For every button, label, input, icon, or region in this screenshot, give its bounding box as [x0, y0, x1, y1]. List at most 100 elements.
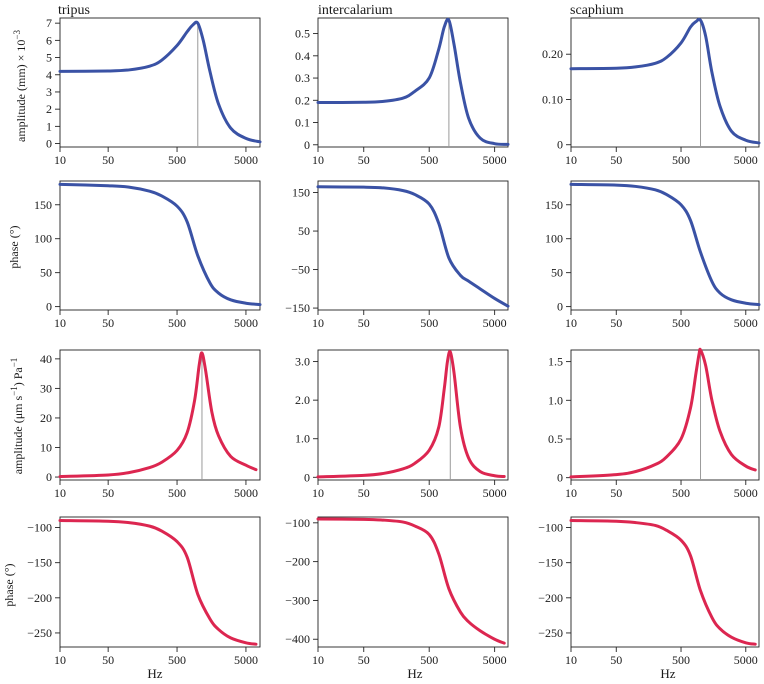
x-tick-label: 50 — [102, 486, 114, 500]
x-tick-label: 5000 — [483, 153, 507, 167]
y-tick-label: 20 — [40, 411, 52, 425]
x-tick-label: 500 — [168, 486, 186, 500]
plot-frame — [570, 349, 760, 481]
x-tick-label: 50 — [610, 653, 622, 667]
series-curve — [316, 185, 510, 308]
x-tick-label: 50 — [102, 653, 114, 667]
panel-r3c2: 10 50 500 5000 −250 −200 −150 −100 — [538, 516, 760, 667]
series-curve — [569, 519, 757, 646]
y-tick-label: 0.20 — [542, 47, 563, 61]
y-tick-label: −200 — [285, 555, 310, 569]
panel-r2c2: 10 50 500 5000 0 0.5 1.0 1.5 — [548, 347, 760, 500]
plot-frame — [570, 180, 760, 311]
x-tick-label: 5000 — [234, 486, 258, 500]
plot-frame — [317, 516, 509, 648]
y-tick-label: 1.0 — [548, 393, 563, 407]
x-tick-label: 5000 — [483, 486, 507, 500]
x-tick-label: 5000 — [734, 153, 758, 167]
plot-frame — [317, 17, 509, 148]
row-ylabel-phase-1: phase (°) — [7, 225, 21, 268]
y-tick-label: 30 — [40, 381, 52, 395]
y-tick-label: 150 — [34, 198, 52, 212]
y-tick-label: 0 — [304, 470, 310, 484]
x-tick-label: 10 — [312, 316, 324, 330]
y-tick-label: 2.0 — [295, 393, 310, 407]
panel-r1c1: 10 50 500 5000 −150 −50 50 150 — [285, 180, 510, 330]
y-tick-label: 150 — [292, 186, 310, 200]
y-tick-label: −150 — [285, 301, 310, 315]
xlabel-col-3: Hz — [660, 666, 675, 681]
panel-r2c1: 10 50 500 5000 0 1.0 2.0 3.0 — [295, 349, 509, 500]
x-tick-label: 10 — [54, 486, 66, 500]
x-tick-label: 5000 — [734, 486, 758, 500]
x-tick-label: 500 — [672, 153, 690, 167]
y-tick-label: −200 — [27, 591, 52, 605]
x-tick-label: 50 — [102, 153, 114, 167]
y-tick-label: 0 — [304, 138, 310, 152]
x-tick-label: 500 — [672, 316, 690, 330]
series-curve — [316, 517, 506, 645]
plot-frame — [59, 17, 261, 148]
y-tick-label: −150 — [27, 556, 52, 570]
y-tick-label: 3.0 — [295, 355, 310, 369]
y-tick-label: 1 — [46, 119, 52, 133]
y-tick-label: 0 — [557, 300, 563, 314]
panel-r0c0: 10 50 500 5000 0 1 2 3 4 5 6 7 — [46, 16, 262, 167]
x-tick-label: 500 — [420, 653, 438, 667]
x-tick-label: 50 — [358, 653, 370, 667]
y-tick-label: 0.5 — [295, 27, 310, 41]
series-curve — [316, 350, 506, 479]
x-tick-label: 10 — [565, 316, 577, 330]
plot-frame — [570, 17, 760, 148]
y-tick-label: 0.10 — [542, 92, 563, 106]
y-tick-label: 0 — [557, 138, 563, 152]
x-tick-label: 500 — [168, 653, 186, 667]
y-tick-label: −100 — [538, 521, 563, 535]
x-tick-label: 10 — [565, 153, 577, 167]
panel-r0c1: 10 50 500 5000 0 0.1 0.2 0.3 0.4 0.5 — [295, 17, 510, 167]
y-tick-label: −250 — [538, 626, 563, 640]
x-tick-label: 10 — [312, 153, 324, 167]
y-tick-label: 100 — [34, 232, 52, 246]
x-tick-label: 10 — [54, 316, 66, 330]
y-tick-label: 0 — [46, 137, 52, 151]
x-tick-label: 50 — [610, 316, 622, 330]
x-tick-label: 5000 — [234, 153, 258, 167]
y-tick-label: 3 — [46, 85, 52, 99]
series-curve — [569, 182, 761, 307]
panel-r1c2: 10 50 500 5000 0 50 100 150 — [545, 180, 761, 330]
x-tick-label: 10 — [54, 653, 66, 667]
row-ylabel-velocity-amplitude: amplitude (μm s−1) Pa−1 — [9, 358, 25, 475]
y-tick-label: 50 — [551, 266, 563, 280]
x-tick-label: 5000 — [483, 316, 507, 330]
x-tick-label: 500 — [168, 153, 186, 167]
y-tick-label: 40 — [40, 352, 52, 366]
plot-frame — [59, 180, 261, 311]
x-tick-label: 10 — [312, 486, 324, 500]
series-curve — [569, 347, 757, 479]
plot-frame — [570, 516, 760, 648]
y-tick-label: −50 — [291, 263, 310, 277]
y-tick-label: 6 — [46, 33, 52, 47]
y-tick-label: 0.4 — [295, 49, 310, 63]
x-tick-label: 500 — [420, 486, 438, 500]
x-tick-label: 5000 — [234, 653, 258, 667]
x-tick-label: 10 — [565, 486, 577, 500]
plot-frame — [317, 180, 509, 311]
y-tick-label: 1.5 — [548, 355, 563, 369]
x-tick-label: 50 — [358, 316, 370, 330]
x-tick-label: 500 — [420, 153, 438, 167]
x-tick-label: 50 — [358, 486, 370, 500]
column-title-intercalarium: intercalarium — [318, 3, 393, 18]
y-tick-label: 5 — [46, 51, 52, 65]
series-curve — [58, 182, 262, 307]
x-tick-label: 5000 — [734, 316, 758, 330]
x-tick-label: 50 — [610, 153, 622, 167]
x-tick-label: 500 — [420, 316, 438, 330]
y-tick-label: 2 — [46, 102, 52, 116]
y-tick-label: 0 — [557, 471, 563, 485]
y-tick-label: −100 — [27, 521, 52, 535]
y-tick-label: −200 — [538, 591, 563, 605]
y-tick-label: 50 — [40, 266, 52, 280]
